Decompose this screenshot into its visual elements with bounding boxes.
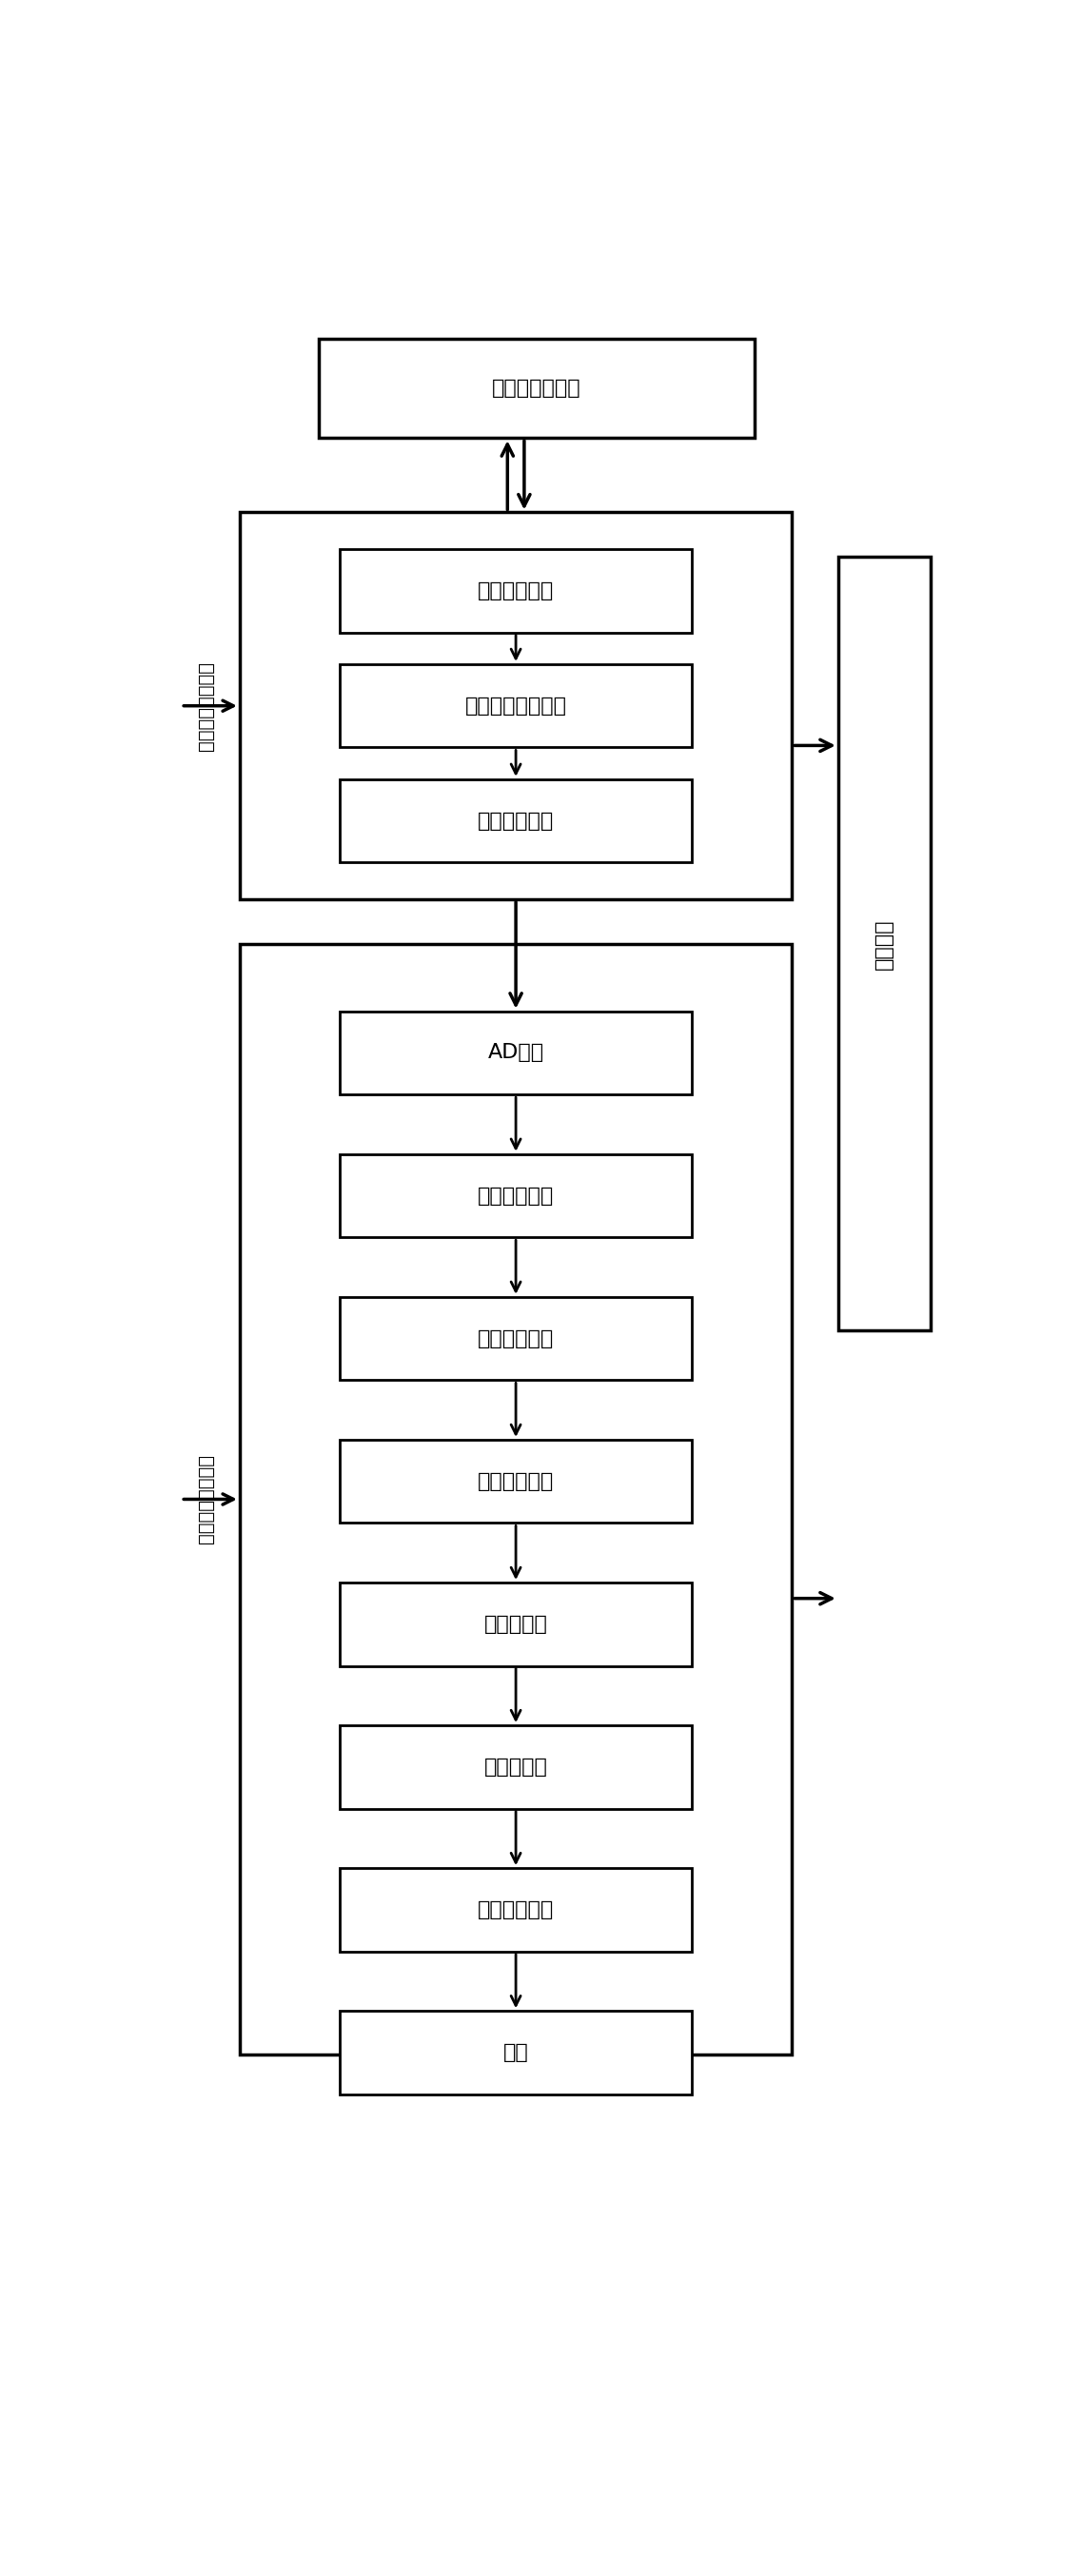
Bar <box>340 1296 691 1381</box>
Bar <box>838 556 930 1332</box>
Text: 雷达半实物仿真: 雷达半实物仿真 <box>492 379 581 397</box>
Text: 距离单元提取: 距离单元提取 <box>477 1329 554 1347</box>
Text: 目标跟踪滤波: 目标跟踪滤波 <box>477 1901 554 1919</box>
Bar <box>340 665 691 747</box>
Text: AD采样: AD采样 <box>488 1043 544 1061</box>
Text: 信号模拟模块: 信号模拟模块 <box>477 811 554 829</box>
Text: 显示: 显示 <box>503 2043 528 2063</box>
Bar <box>240 513 792 899</box>
Bar <box>340 1154 691 1236</box>
Bar <box>340 1726 691 1808</box>
Bar <box>320 340 754 438</box>
Text: 电源模块回馈电路: 电源模块回馈电路 <box>464 696 567 716</box>
Text: 脉冲压缩处理: 脉冲压缩处理 <box>477 1185 554 1206</box>
Bar <box>340 778 691 863</box>
Bar <box>340 2012 691 2094</box>
Bar <box>340 549 691 634</box>
Text: 上位机及接口: 上位机及接口 <box>477 582 554 600</box>
Text: 恆虚警处理: 恆虚警处理 <box>484 1757 548 1777</box>
Bar <box>240 943 792 2056</box>
Bar <box>340 1868 691 1953</box>
Text: 杂波相消处理: 杂波相消处理 <box>477 1471 554 1492</box>
Text: 显示终端: 显示终端 <box>875 920 893 969</box>
Bar <box>340 1440 691 1522</box>
Text: 信号模拟回放装置: 信号模拟回放装置 <box>198 662 215 750</box>
Bar <box>340 1582 691 1667</box>
Text: 非相参积累: 非相参积累 <box>484 1615 548 1633</box>
Bar <box>340 1012 691 1095</box>
Text: 雷达信号处理装置: 雷达信号处理装置 <box>198 1455 215 1543</box>
